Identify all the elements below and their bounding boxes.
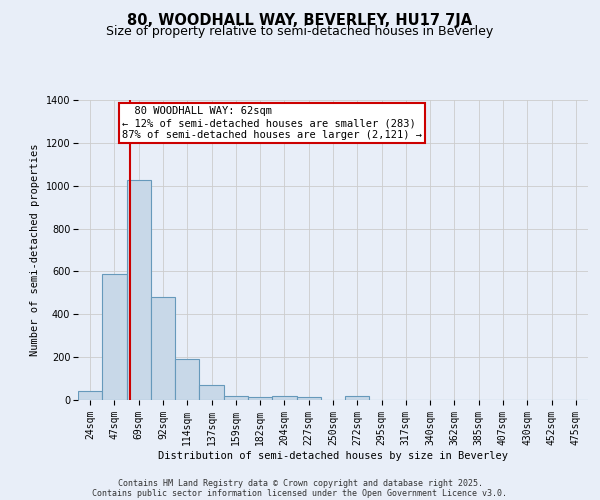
Bar — [175, 360, 199, 400]
Text: Size of property relative to semi-detached houses in Beverley: Size of property relative to semi-detach… — [106, 25, 494, 38]
Bar — [296, 397, 321, 400]
Bar — [151, 297, 175, 400]
Bar — [102, 274, 127, 400]
Bar — [199, 385, 224, 400]
Bar — [78, 392, 102, 400]
Text: 80, WOODHALL WAY, BEVERLEY, HU17 7JA: 80, WOODHALL WAY, BEVERLEY, HU17 7JA — [127, 12, 473, 28]
Text: Contains public sector information licensed under the Open Government Licence v3: Contains public sector information licen… — [92, 488, 508, 498]
Bar — [345, 396, 370, 400]
Text: 80 WOODHALL WAY: 62sqm
← 12% of semi-detached houses are smaller (283)
87% of se: 80 WOODHALL WAY: 62sqm ← 12% of semi-det… — [122, 106, 422, 140]
X-axis label: Distribution of semi-detached houses by size in Beverley: Distribution of semi-detached houses by … — [158, 450, 508, 460]
Text: Contains HM Land Registry data © Crown copyright and database right 2025.: Contains HM Land Registry data © Crown c… — [118, 478, 482, 488]
Bar — [272, 396, 296, 400]
Bar — [224, 396, 248, 400]
Bar — [248, 397, 272, 400]
Bar — [127, 180, 151, 400]
Y-axis label: Number of semi-detached properties: Number of semi-detached properties — [30, 144, 40, 356]
